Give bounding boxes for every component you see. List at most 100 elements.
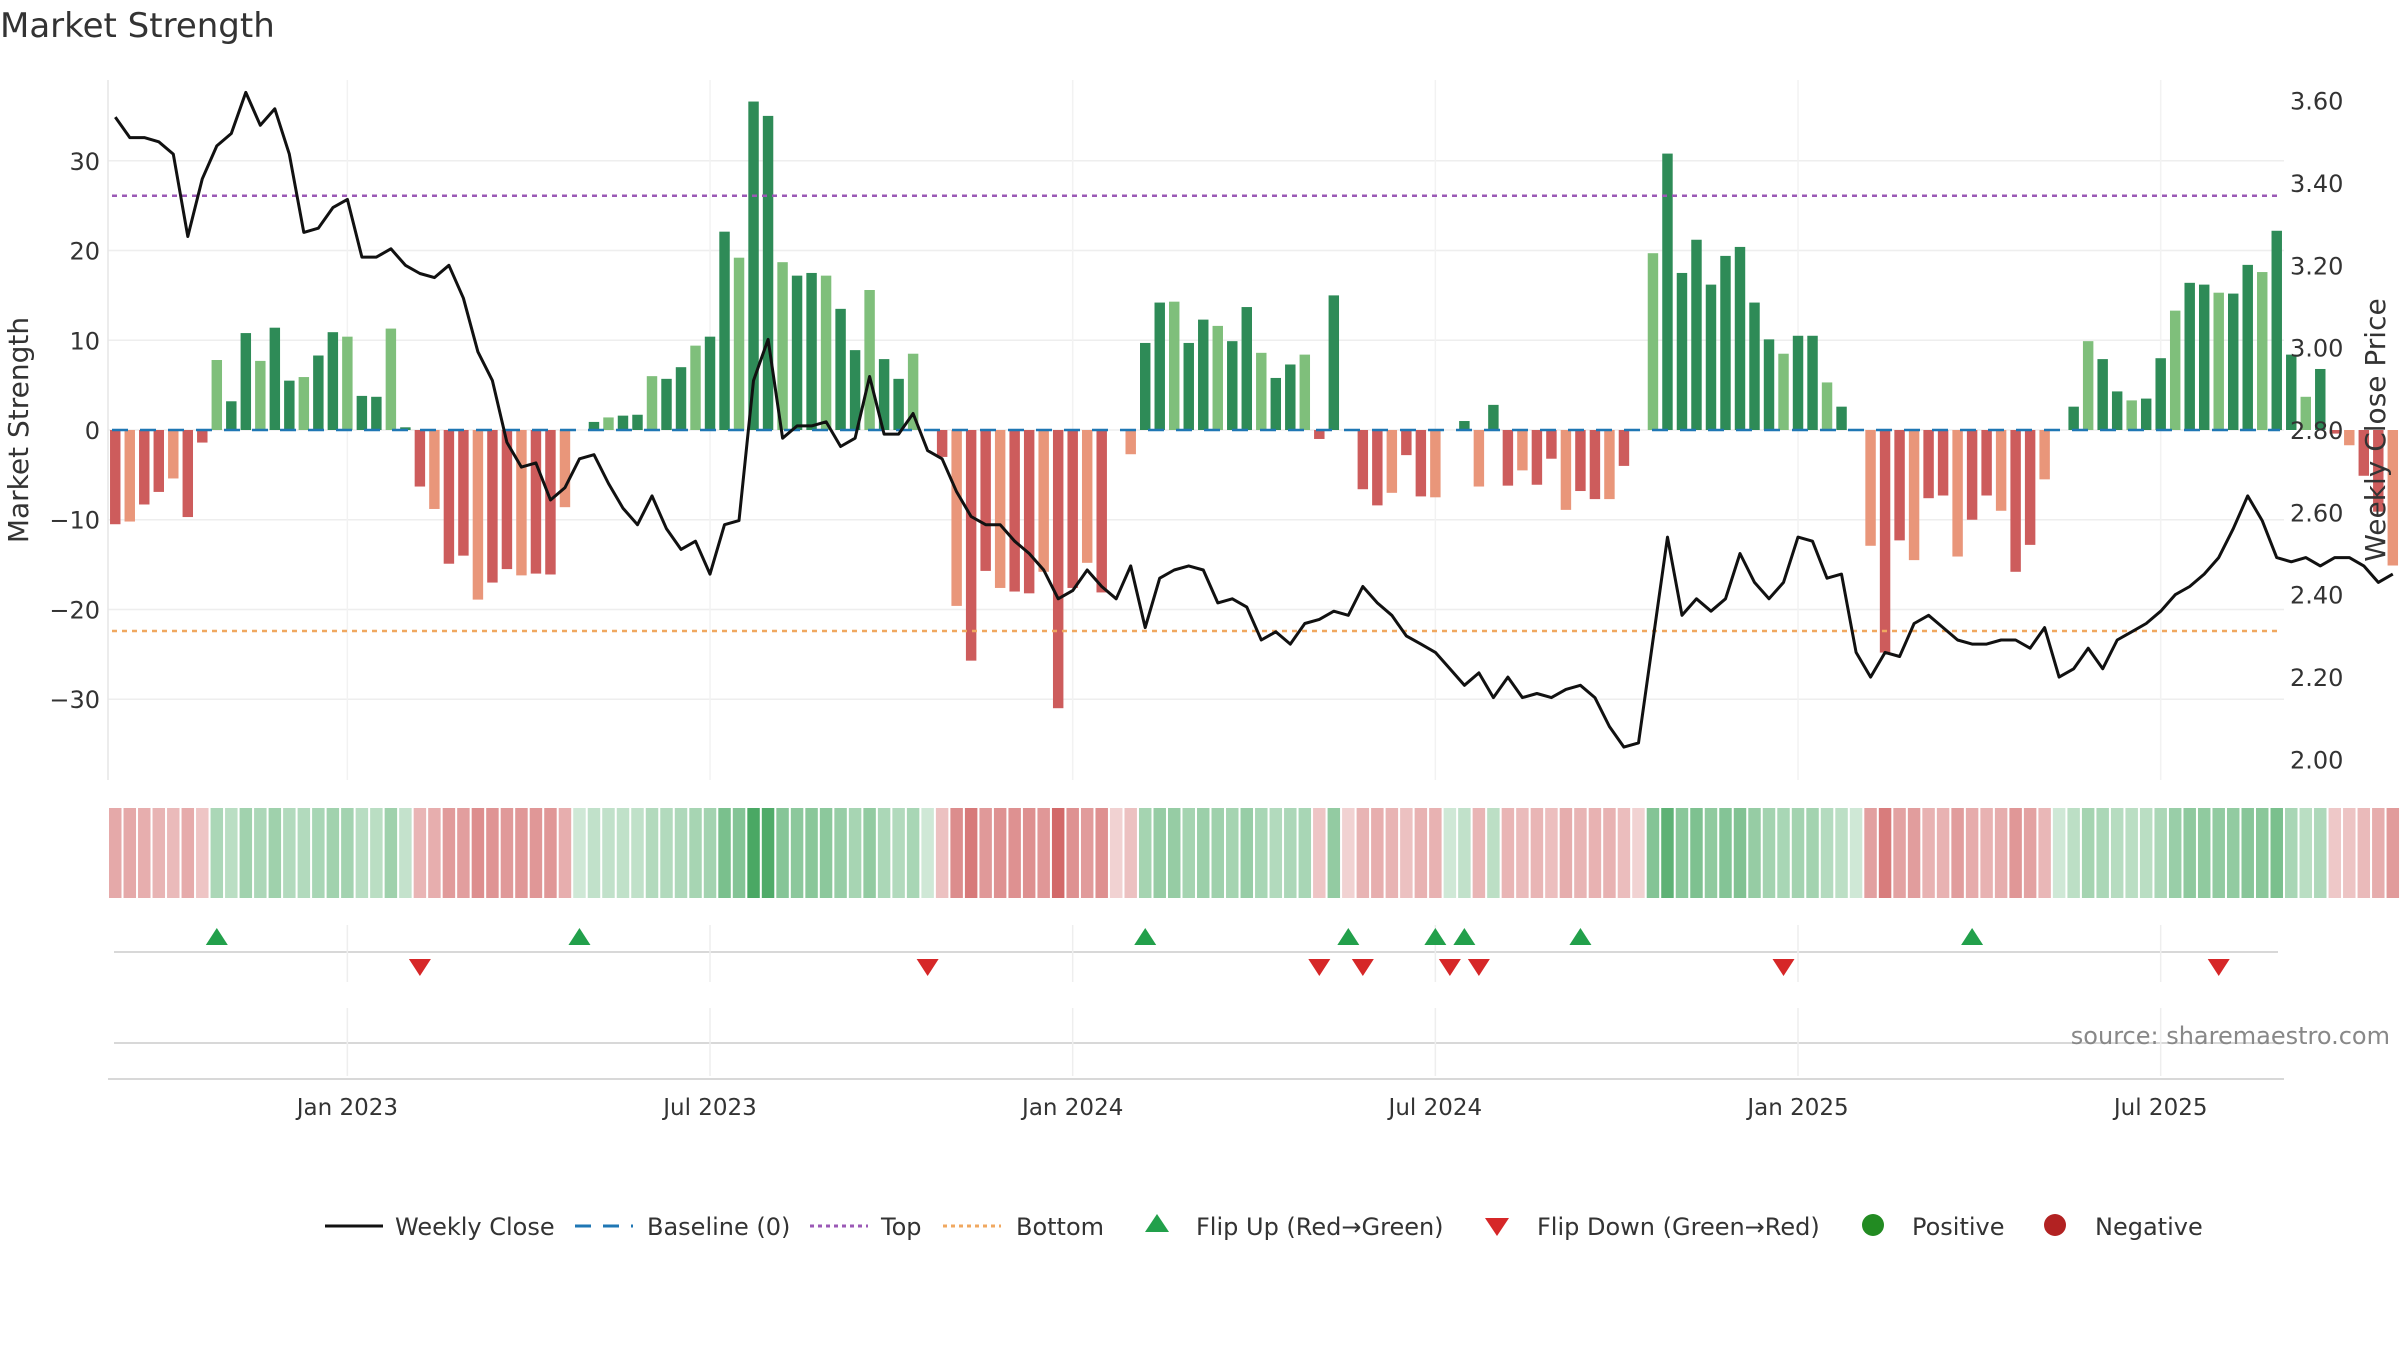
heat-cell — [457, 808, 470, 898]
strength-bar — [313, 355, 324, 430]
strength-bar — [2010, 430, 2021, 572]
x-tick-label: Jan 2023 — [295, 1095, 398, 1121]
left-tick-label: −10 — [49, 507, 100, 535]
heat-cell — [1501, 808, 1515, 898]
flip-down-marker — [1772, 959, 1795, 976]
strength-bar — [2257, 272, 2268, 430]
heat-cell — [355, 808, 369, 898]
heat-cell — [2038, 808, 2051, 898]
strength-bar — [1372, 430, 1383, 506]
strength-bar — [124, 430, 135, 522]
heat-cell — [689, 808, 702, 898]
strength-bar — [1067, 430, 1078, 588]
strength-bar — [2373, 430, 2384, 512]
heat-cell — [2256, 808, 2269, 898]
heat-cell — [1472, 808, 1486, 898]
heat-cell — [1574, 808, 1587, 898]
heat-cell — [1864, 808, 1877, 898]
heat-cell — [529, 808, 543, 898]
reference-lines — [112, 194, 2280, 633]
strength-bar — [1459, 421, 1470, 430]
flip-down-marker — [1308, 959, 1331, 976]
heat-cell — [2096, 808, 2109, 898]
heat-cell — [2343, 808, 2356, 898]
strength-bar — [2228, 293, 2239, 430]
right-tick-label: 3.40 — [2290, 170, 2343, 198]
heat-cell — [2052, 808, 2066, 898]
strength-bar — [197, 430, 208, 443]
strength-bar — [806, 272, 817, 430]
strength-bar — [2097, 359, 2108, 430]
left-tick-label: 10 — [69, 327, 100, 355]
heat-cell — [1269, 808, 1283, 898]
heat-cell — [1443, 808, 1457, 898]
heat-cell — [167, 808, 180, 898]
legend-item-line: Weekly Close — [325, 1213, 555, 1241]
flip-up-marker — [1961, 928, 1984, 945]
heat-cell — [413, 808, 427, 898]
strength-bar — [2213, 292, 2224, 430]
strength-bar — [487, 430, 498, 583]
legend-item-bottom: Bottom — [943, 1213, 1104, 1241]
legend-swatch-positive — [1862, 1214, 1884, 1236]
strength-bars — [110, 101, 2399, 709]
heat-cell — [935, 808, 949, 898]
empty-lower-panel — [108, 1008, 2284, 1080]
legend-label: Top — [880, 1213, 922, 1241]
heat-cell — [1153, 808, 1166, 898]
right-tick-label: 2.40 — [2290, 582, 2343, 610]
heat-cell — [1893, 808, 1906, 898]
right-tick-label: 3.60 — [2290, 88, 2343, 116]
flip-down-marker — [2207, 959, 2230, 976]
strength-bar — [1966, 430, 1978, 520]
heat-cell — [1109, 808, 1123, 898]
strength-bar — [1763, 339, 1775, 430]
strength-bar — [385, 328, 397, 430]
flip-down-marker — [1467, 959, 1490, 976]
heat-cell — [1400, 808, 1413, 898]
heat-cell — [1690, 808, 1703, 898]
flip-up-marker — [568, 928, 591, 945]
x-tick-label: Jan 2025 — [1745, 1095, 1848, 1121]
legend-label: Bottom — [1016, 1213, 1104, 1241]
heat-cell — [602, 808, 615, 898]
heat-cell — [2023, 808, 2037, 898]
left-tick-label: 20 — [69, 238, 100, 266]
strength-bar — [472, 430, 484, 600]
strength-bar — [835, 308, 846, 430]
left-tick-label: 0 — [85, 417, 100, 445]
legend: Weekly Close Baseline (0) Top Bottom Flip Up… — [325, 1213, 2203, 1241]
heat-cell — [2386, 808, 2400, 898]
strength-bar — [1140, 342, 1151, 430]
heat-cell — [1806, 808, 1819, 898]
strength-bar — [1879, 430, 1891, 653]
strength-bar — [1473, 430, 1485, 487]
strength-bar — [1198, 319, 1209, 430]
strength-bar — [646, 376, 658, 430]
heat-cell — [732, 808, 746, 898]
strength-bar — [2198, 284, 2210, 430]
strength-bar — [864, 290, 875, 430]
strength-bar — [1531, 430, 1543, 485]
strength-bar — [1401, 430, 1412, 456]
x-tick-label: Jan 2024 — [1020, 1095, 1123, 1121]
strength-bar — [1705, 284, 1717, 430]
heat-cell — [2314, 808, 2327, 898]
strength-bar — [2082, 341, 2094, 430]
heat-cell — [2067, 808, 2080, 898]
strength-bar — [2126, 400, 2137, 430]
heat-cell — [2183, 808, 2196, 898]
strength-bar — [1937, 430, 1949, 496]
heat-cell — [2125, 808, 2138, 898]
strength-bar — [1662, 153, 1673, 431]
heat-cell — [109, 808, 122, 898]
heat-cell — [239, 808, 253, 898]
heat-cell — [1342, 808, 1355, 898]
strength-bar — [1038, 430, 1049, 572]
heat-cell — [341, 808, 354, 898]
strength-bar — [400, 427, 411, 430]
heat-cell — [2372, 808, 2385, 898]
strength-bar — [298, 377, 310, 430]
legend-item-negative: Negative — [2044, 1213, 2203, 1241]
heat-cell — [892, 808, 905, 898]
